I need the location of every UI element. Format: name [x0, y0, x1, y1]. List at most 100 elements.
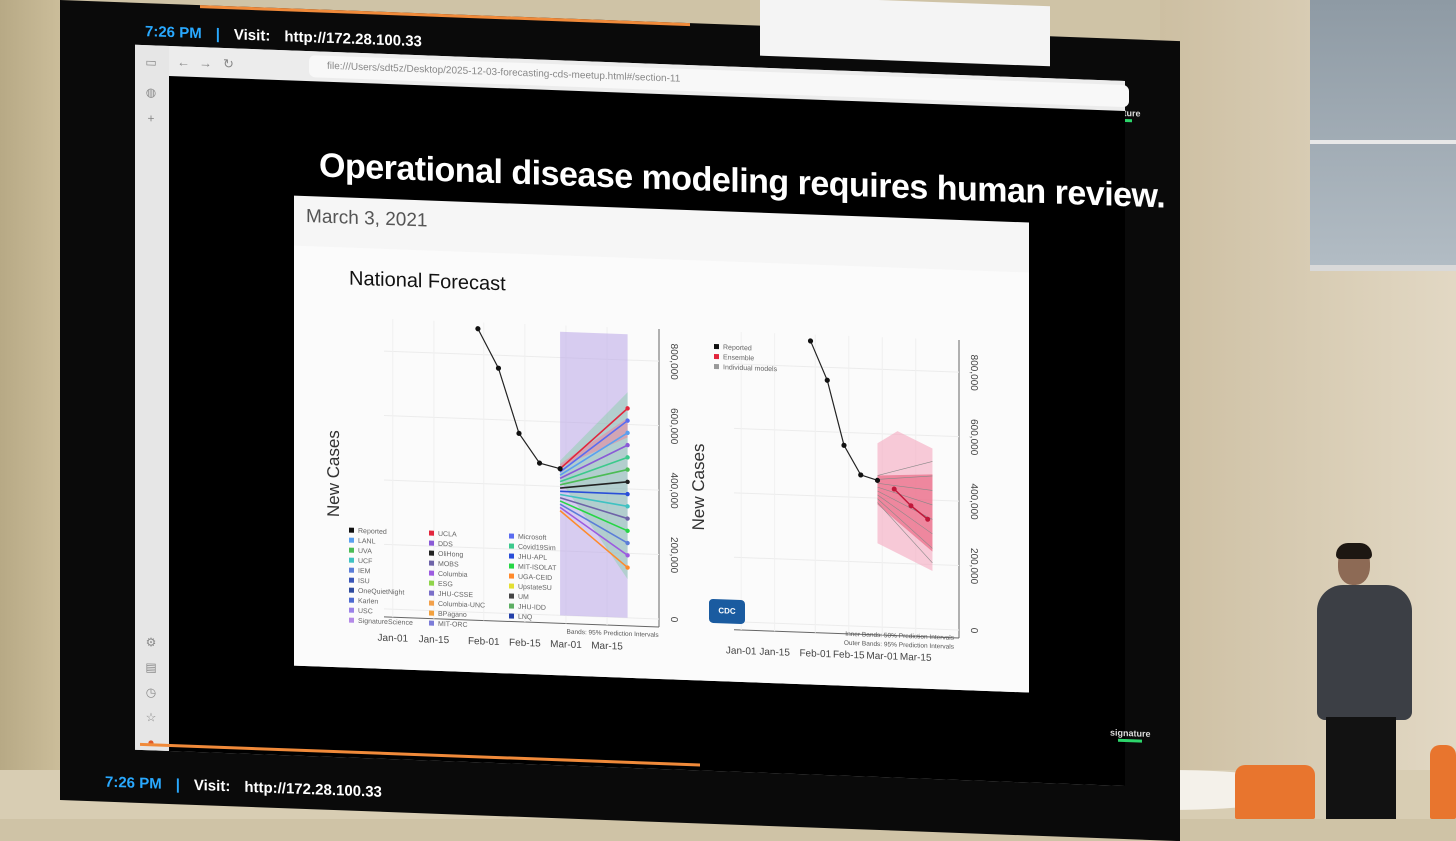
legend-label: LANL — [358, 538, 376, 546]
reported-line — [477, 328, 561, 470]
legend-swatch — [349, 577, 354, 583]
reported-point — [475, 326, 481, 332]
settings-icon[interactable]: ⚙ — [145, 635, 157, 650]
reported-point — [536, 460, 543, 466]
legend-label: Ensemble — [723, 354, 754, 362]
x-axis — [384, 616, 659, 628]
gridline — [734, 427, 959, 438]
browser-window: ▭ ◍ + ⚙ ▤ ◷ ☆ ● ← → ↻ file:///Users/sdt5… — [135, 44, 1165, 787]
legend-label: DDS — [438, 541, 453, 549]
reported-line — [809, 340, 878, 481]
individual-model-line — [877, 482, 933, 491]
prediction-band — [560, 331, 628, 618]
legend-label: UM — [518, 594, 529, 601]
slide-viewport: Operational disease modeling requires hu… — [169, 75, 1165, 787]
globe-icon[interactable]: ◍ — [145, 85, 157, 100]
legend-swatch — [429, 560, 434, 566]
legend-label: Individual models — [723, 364, 778, 373]
tab-icon[interactable]: ▭ — [145, 55, 157, 70]
individual-model-line — [877, 502, 933, 564]
inner-band — [877, 474, 933, 552]
legend-label: MIT-ORC — [438, 621, 468, 629]
reported-point — [495, 365, 502, 371]
model-line — [559, 506, 629, 556]
legend-label: Reported — [723, 344, 752, 352]
model-line — [559, 496, 628, 520]
forward-icon[interactable]: → — [199, 55, 212, 71]
band-note: Inner Bands: 50% Prediction Intervals — [845, 631, 954, 642]
bookmark-icon[interactable]: ▤ — [145, 660, 157, 675]
clock: 7:26 PM — [105, 773, 162, 793]
x-tick-label: Mar-01 — [550, 639, 582, 651]
history-icon[interactable]: ◷ — [145, 685, 157, 700]
visit-url[interactable]: http://172.28.100.33 — [284, 27, 422, 50]
legend-label: IEM — [358, 568, 371, 575]
x-tick-label: Jan-01 — [378, 633, 409, 645]
star-icon[interactable]: ☆ — [145, 710, 157, 725]
wall-left — [0, 0, 60, 819]
legend-label: UCF — [358, 558, 372, 566]
model-point — [625, 528, 630, 534]
legend-swatch — [429, 600, 434, 606]
legend-label: UVA — [358, 548, 372, 556]
model-point — [625, 553, 630, 558]
individual-model-line — [877, 461, 933, 476]
legend-label: Microsoft — [518, 534, 546, 542]
x-axis — [734, 629, 959, 639]
back-icon[interactable]: ← — [177, 54, 190, 70]
model-point — [625, 504, 630, 509]
legend-label: JHU-CSSE — [438, 591, 473, 599]
legend-swatch — [509, 593, 514, 599]
model-line — [559, 510, 629, 569]
reported-point — [858, 472, 864, 478]
model-point — [625, 467, 630, 472]
prediction-band — [560, 418, 628, 468]
model-line — [559, 481, 628, 489]
projection-screen: 7:26 PM | Visit: http://172.28.100.33 si… — [60, 0, 1180, 841]
legend-swatch — [429, 540, 434, 546]
reported-point — [874, 477, 881, 483]
reported-point — [516, 430, 522, 436]
legend-label: LNQ — [518, 614, 533, 622]
x-tick-label: Feb-15 — [833, 649, 865, 661]
balcony — [1310, 0, 1456, 271]
x-tick-label: Jan-15 — [759, 647, 790, 659]
legend-swatch — [509, 553, 514, 559]
x-tick-label: Mar-15 — [900, 652, 932, 664]
legend-swatch — [429, 620, 434, 626]
legend-label: USC — [358, 608, 373, 616]
gridline — [734, 363, 959, 373]
figure-date: March 3, 2021 — [306, 206, 428, 232]
individual-model-line — [877, 475, 933, 480]
legend-label: SignatureScience — [358, 618, 413, 627]
legend-swatch — [429, 610, 434, 616]
legend-swatch — [349, 527, 354, 533]
x-tick-label: Jan-01 — [726, 645, 757, 657]
visit-url[interactable]: http://172.28.100.33 — [244, 778, 382, 801]
model-point — [625, 418, 630, 423]
presenter-hair — [1336, 543, 1372, 559]
legend-swatch — [429, 580, 434, 586]
x-tick-label: Feb-15 — [509, 637, 541, 649]
legend-label: Columbia-UNC — [438, 601, 485, 610]
reported-point — [807, 338, 814, 344]
visit-label: Visit: — [193, 776, 231, 795]
legend-swatch — [349, 617, 354, 623]
presenter-legs — [1326, 717, 1396, 819]
legend-label: ISU — [358, 578, 370, 585]
legend-swatch — [509, 613, 514, 619]
y-tick-label: 600,000 — [968, 419, 979, 456]
plus-icon[interactable]: + — [147, 111, 155, 126]
legend-label: ESG — [438, 581, 453, 589]
model-point — [625, 540, 630, 546]
presenter-body — [1317, 585, 1412, 720]
legend-swatch — [429, 550, 434, 556]
x-tick-label: Feb-01 — [799, 648, 831, 660]
legend-swatch — [714, 353, 719, 360]
reported-point — [841, 442, 847, 448]
chair — [1430, 745, 1456, 819]
model-line — [559, 444, 628, 480]
reload-icon[interactable]: ↻ — [223, 55, 234, 72]
individual-model-line — [877, 498, 933, 549]
